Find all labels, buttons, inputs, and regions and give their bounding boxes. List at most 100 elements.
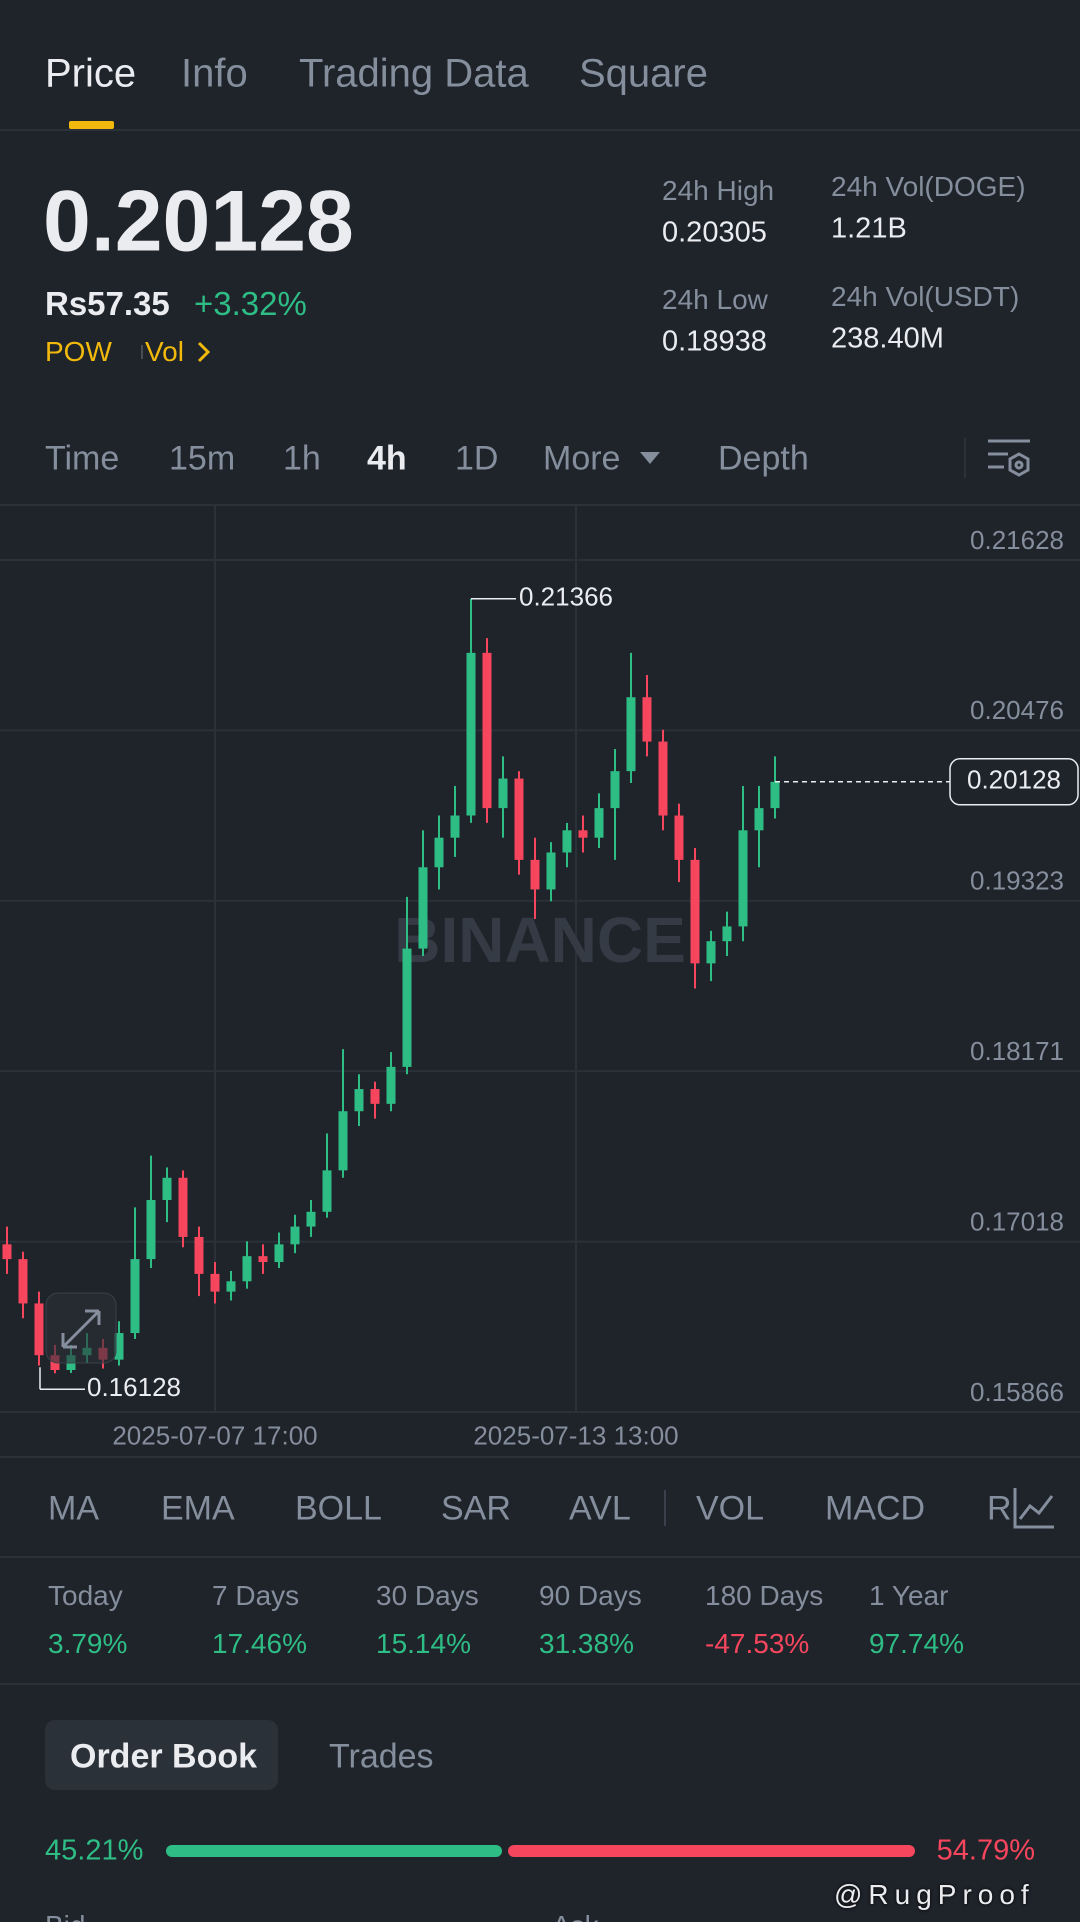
perf-label: 7 Days — [212, 1580, 300, 1611]
candle-body — [754, 808, 764, 831]
candle-body — [226, 1281, 236, 1292]
stat-label: 24h High — [662, 175, 775, 206]
current-price-label: 0.20128 — [967, 765, 1061, 795]
tab-button[interactable] — [45, 1720, 278, 1790]
candle-body — [498, 778, 508, 809]
candle-body — [706, 941, 716, 964]
tag-separator — [141, 345, 143, 359]
ob-tab[interactable]: Order Book — [70, 1737, 258, 1776]
candle-body — [530, 859, 540, 890]
candle-body — [370, 1089, 380, 1104]
indicator[interactable]: SAR — [441, 1489, 511, 1528]
divider — [0, 129, 1080, 131]
candle-body — [658, 741, 668, 816]
settings-icon[interactable] — [986, 436, 1032, 482]
indicator[interactable]: VOL — [696, 1489, 765, 1528]
interval[interactable]: Time — [45, 439, 120, 478]
watermark: @RugProof — [834, 1879, 1035, 1910]
perf-label: 90 Days — [539, 1580, 642, 1611]
candle-body — [322, 1170, 332, 1212]
candle-body — [642, 697, 652, 742]
ask-ratio: 54.79% — [936, 1834, 1035, 1867]
candle-body — [258, 1256, 268, 1263]
tab[interactable]: Trading Data — [299, 51, 529, 96]
candle-body — [2, 1244, 12, 1260]
ask-bar — [507, 1845, 915, 1857]
interval[interactable]: 1D — [455, 439, 499, 478]
candle-body — [610, 771, 620, 809]
candle-body — [274, 1244, 284, 1263]
x-tick-label: 2025-07-13 13:00 — [473, 1420, 679, 1451]
candle-body — [162, 1177, 172, 1200]
indicator-icon[interactable] — [1012, 1486, 1056, 1530]
zoom-icon — [61, 1309, 101, 1349]
candle-body — [290, 1226, 300, 1245]
interval[interactable]: 4h — [367, 439, 407, 478]
candle-body — [626, 697, 636, 772]
candle-body — [546, 852, 556, 890]
perf-label: Today — [48, 1580, 123, 1611]
price-box — [949, 758, 1079, 806]
perf-label: 180 Days — [705, 1580, 824, 1611]
last-price: 0.20128 — [43, 173, 354, 270]
candle-body — [130, 1259, 140, 1334]
candle-body — [194, 1236, 204, 1274]
x-tick-label: 2025-07-07 17:00 — [112, 1420, 318, 1451]
candle-body — [338, 1111, 348, 1171]
fiat-price: Rs57.35 — [45, 285, 170, 322]
indicator[interactable]: MA — [48, 1489, 99, 1528]
indicator[interactable]: BOLL — [295, 1489, 382, 1528]
candlestick-chart: BINANCE 0.21628 0.20476 0.19323 0.18171 0.170… — [0, 505, 1080, 1413]
candle-body — [674, 815, 684, 860]
candle-body — [386, 1066, 396, 1104]
indicator[interactable]: MACD — [825, 1489, 926, 1528]
candle-body — [434, 837, 444, 868]
candle-body — [578, 830, 588, 838]
indicator[interactable]: AVL — [569, 1489, 631, 1528]
stat-value: 238.40M — [831, 322, 944, 355]
candle-body — [402, 948, 412, 1067]
interval[interactable]: Depth — [718, 439, 809, 478]
tab[interactable]: Square — [579, 51, 708, 96]
perf-label: 1 Year — [869, 1580, 949, 1611]
bid-ratio: 45.21% — [45, 1834, 144, 1867]
price-change: +3.32% — [194, 285, 307, 322]
perf-value: 97.74% — [869, 1628, 964, 1659]
stat-value: 0.18938 — [662, 325, 767, 358]
indicator[interactable]: R — [987, 1489, 1012, 1528]
y-tick-label: 0.20476 — [970, 695, 1064, 725]
candle-body — [450, 815, 460, 838]
candle-body — [114, 1333, 124, 1360]
bid-bar — [166, 1845, 502, 1857]
y-tick-label: 0.18171 — [970, 1036, 1064, 1066]
perf-label: 30 Days — [376, 1580, 479, 1611]
indicator[interactable]: EMA — [161, 1489, 235, 1528]
tab[interactable]: Price — [45, 51, 137, 96]
candle-body — [242, 1256, 252, 1282]
divider — [0, 1683, 1080, 1685]
perf-value: 31.38% — [539, 1628, 634, 1659]
separator — [964, 438, 966, 478]
interval[interactable]: More — [543, 439, 621, 478]
stat-value: 0.20305 — [662, 216, 767, 249]
chevron — [197, 341, 211, 363]
stat-value: 1.21B — [831, 212, 907, 245]
stat-label: 24h Vol(USDT) — [831, 281, 1020, 312]
perf-value: 17.46% — [212, 1628, 307, 1659]
candle-body — [18, 1259, 28, 1304]
stat-label: 24h Vol(DOGE) — [831, 171, 1026, 202]
tag[interactable]: Vol — [145, 336, 184, 367]
candle-body — [514, 778, 524, 860]
candle-body — [722, 926, 732, 942]
tab-indicator — [69, 121, 114, 129]
divider — [0, 1456, 1080, 1458]
interval[interactable]: 15m — [169, 439, 236, 478]
tag[interactable]: POW — [45, 336, 112, 367]
column-header: Ask — [552, 1910, 599, 1922]
y-tick-label: 0.21628 — [970, 525, 1064, 555]
ob-tab[interactable]: Trades — [329, 1737, 434, 1776]
interval[interactable]: 1h — [283, 439, 321, 478]
divider — [0, 504, 1080, 506]
tab[interactable]: Info — [181, 51, 248, 96]
